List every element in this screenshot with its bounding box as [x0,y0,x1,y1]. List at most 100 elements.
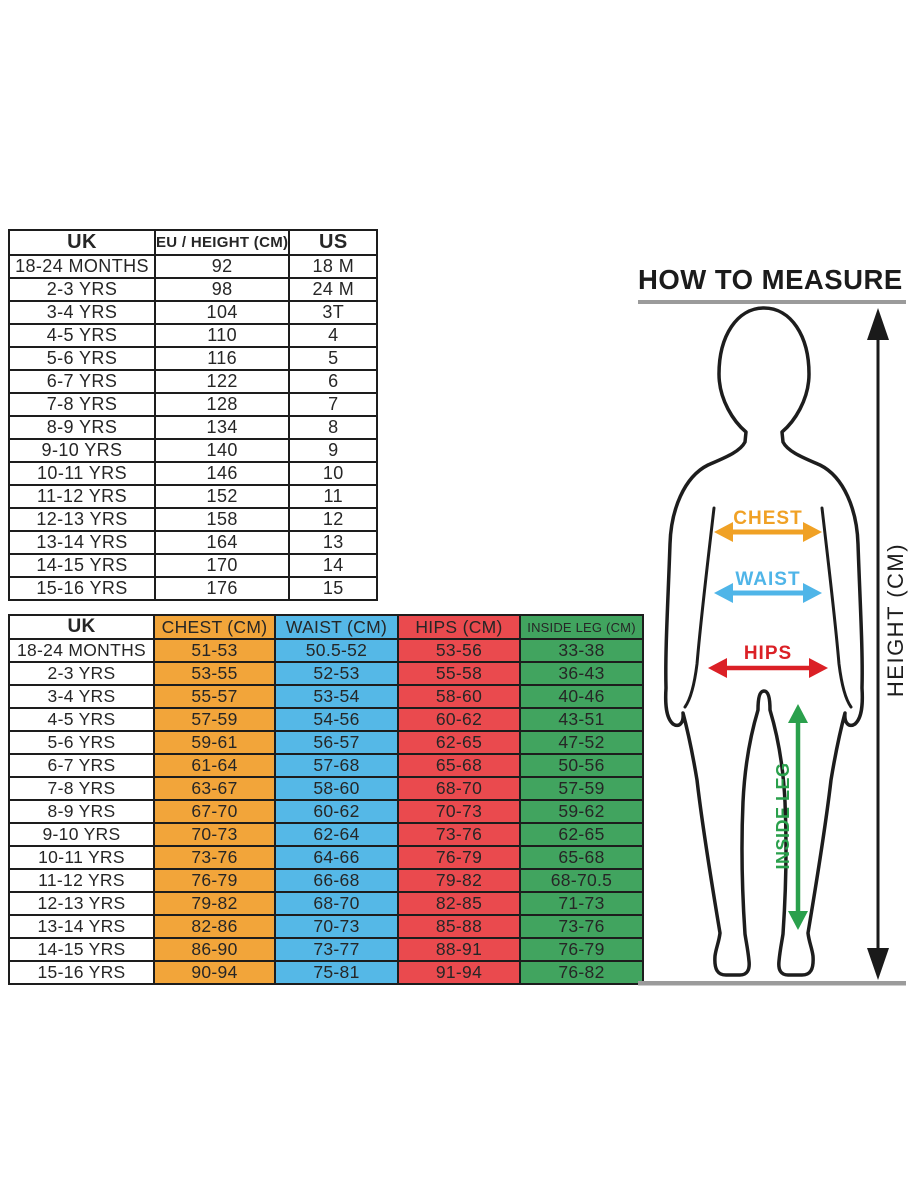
table-cell: 18-24 MONTHS [8,254,156,279]
table-cell: 13-14 YRS [8,530,156,555]
table-row: 3-4 YRS 104 3T [8,300,379,325]
table-cell: 5-6 YRS [8,730,155,755]
right-arm-line [820,506,853,709]
table-cell: 104 [153,300,291,325]
chest-arrowhead-left [714,522,733,542]
table-row: 18-24 MONTHS 51-53 50.5-52 53-56 33-38 [8,638,644,663]
table-cell: 3-4 YRS [8,300,156,325]
table-cell: 122 [153,369,291,394]
table-cell: 176 [153,576,291,601]
table-cell: 63-67 [153,776,276,801]
table-cell: 5 [288,346,379,371]
body-measurement-table: UK CHEST (CM) WAIST (CM) HIPS (CM) INSIDE LE… [8,614,644,985]
table-cell: 68-70 [397,776,521,801]
table-cell: 13-14 YRS [8,914,155,939]
table-row: 13-14 YRS 164 13 [8,530,379,555]
table-cell: 50.5-52 [274,638,399,663]
header-row: UK EU / HEIGHT (CM) US [8,229,379,256]
table-cell: 3-4 YRS [8,684,155,709]
table-cell: 82-85 [397,891,521,916]
table-cell: 73-76 [519,914,644,939]
table-cell: 66-68 [274,868,399,893]
table-cell: 51-53 [153,638,276,663]
inside-leg-arrowhead-top [788,704,808,723]
table-row: 10-11 YRS 146 10 [8,461,379,486]
table-cell: 62-65 [519,822,644,847]
chest-measure-arrow: CHEST [714,508,822,542]
title-underline [638,300,906,304]
table-cell: 73-76 [153,845,276,870]
table-row: 14-15 YRS 86-90 73-77 88-91 76-79 [8,937,644,962]
table-cell: 54-56 [274,707,399,732]
table-cell: 65-68 [397,753,521,778]
table-cell: 57-59 [519,776,644,801]
table-cell: 58-60 [397,684,521,709]
table-cell: 164 [153,530,291,555]
table-row: 5-6 YRS 59-61 56-57 62-65 47-52 [8,730,644,755]
table-cell: 11-12 YRS [8,484,156,509]
hips-arrowhead-right [809,658,828,678]
height-arrowhead-top [867,308,889,340]
table-cell: 10 [288,461,379,486]
table-cell: 12-13 YRS [8,891,155,916]
table-cell: 85-88 [397,914,521,939]
column-header: INSIDE LEG (CM) [519,614,644,640]
table-cell: 76-82 [519,960,644,985]
hips-measure-arrow: HIPS [708,643,828,678]
table-cell: 7-8 YRS [8,392,156,417]
left-arm-line [683,506,716,709]
table-cell: 4-5 YRS [8,323,156,348]
table-cell: 13 [288,530,379,555]
table-cell: 62-64 [274,822,399,847]
header-row: UK CHEST (CM) WAIST (CM) HIPS (CM) INSIDE LE… [8,614,644,640]
table-cell: 53-55 [153,661,276,686]
table-cell: 43-51 [519,707,644,732]
table-cell: 60-62 [397,707,521,732]
table-cell: 15 [288,576,379,601]
inside-leg-arrowhead-bottom [788,911,808,930]
table-cell: 14-15 YRS [8,937,155,962]
table-row: 6-7 YRS 122 6 [8,369,379,394]
table-cell: 2-3 YRS [8,661,155,686]
table-row: 13-14 YRS 82-86 70-73 85-88 73-76 [8,914,644,939]
table-cell: 57-59 [153,707,276,732]
hips-label: HIPS [744,643,792,664]
column-header: WAIST (CM) [274,614,399,640]
table-cell: 140 [153,438,291,463]
table-cell: 36-43 [519,661,644,686]
table-cell: 14-15 YRS [8,553,156,578]
table-cell: 18 M [288,254,379,279]
table-cell: 40-46 [519,684,644,709]
body-measurement-table-body: 18-24 MONTHS 51-53 50.5-52 53-56 33-38 2-3 YR… [8,638,644,985]
table-cell: 90-94 [153,960,276,985]
table-cell: 8 [288,415,379,440]
table-cell: 53-54 [274,684,399,709]
table-row: 8-9 YRS 134 8 [8,415,379,440]
table-row: 7-8 YRS 63-67 58-60 68-70 57-59 [8,776,644,801]
column-header: UK [8,229,156,256]
table-cell: 53-56 [397,638,521,663]
table-row: 2-3 YRS 98 24 M [8,277,379,302]
table-row: 6-7 YRS 61-64 57-68 65-68 50-56 [8,753,644,778]
table-cell: 116 [153,346,291,371]
table-cell: 70-73 [153,822,276,847]
table-cell: 98 [153,277,291,302]
table-cell: 14 [288,553,379,578]
table-cell: 62-65 [397,730,521,755]
table-cell: 86-90 [153,937,276,962]
table-cell: 134 [153,415,291,440]
table-cell: 2-3 YRS [8,277,156,302]
column-header: EU / HEIGHT (CM) [153,229,291,256]
table-cell: 64-66 [274,845,399,870]
table-cell: 7 [288,392,379,417]
column-header: UK [8,614,155,640]
table-row: 3-4 YRS 55-57 53-54 58-60 40-46 [8,684,644,709]
table-row: 4-5 YRS 57-59 54-56 60-62 43-51 [8,707,644,732]
table-cell: 158 [153,507,291,532]
table-cell: 73-76 [397,822,521,847]
table-row: 12-13 YRS 79-82 68-70 82-85 71-73 [8,891,644,916]
table-cell: 9 [288,438,379,463]
table-row: 12-13 YRS 158 12 [8,507,379,532]
column-header: CHEST (CM) [153,614,276,640]
